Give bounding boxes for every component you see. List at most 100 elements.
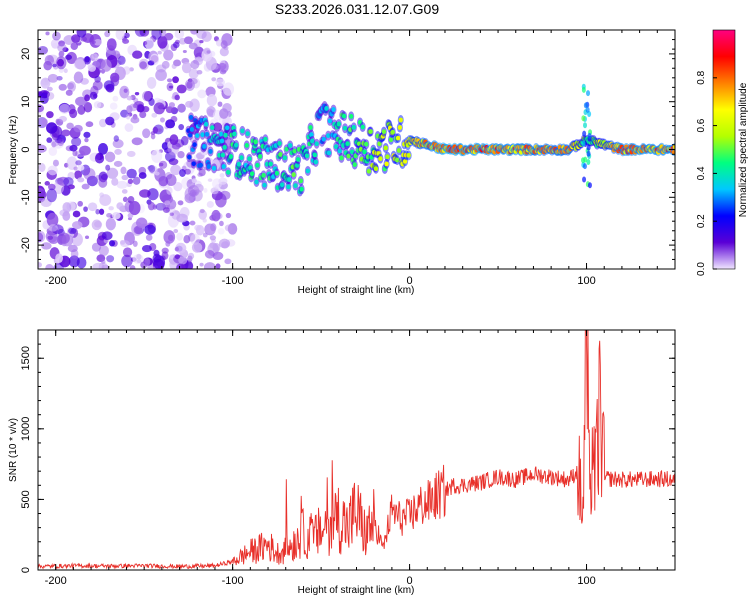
- spectrogram-noise-cell: [152, 126, 159, 134]
- spectrogram-noise-cell: [94, 220, 103, 228]
- spectrogram-ridge-cell: [287, 177, 292, 182]
- spectrogram-ridge-cell: [249, 171, 255, 177]
- spectrogram-noise-cell: [191, 178, 197, 184]
- spectrogram-ridge-cell: [324, 106, 329, 111]
- spectrogram-noise-cell: [119, 85, 130, 99]
- spectrogram-noise-cell: [69, 144, 78, 152]
- spectrogram-noise-cell: [169, 254, 174, 259]
- spectrogram-noise-cell: [178, 37, 187, 45]
- spectrogram-noise-cell: [218, 62, 227, 70]
- spectrogram-noise-cell: [122, 196, 128, 203]
- spectrogram-spike-cell: [587, 182, 592, 189]
- spectrogram-noise-cell: [46, 137, 53, 143]
- spectrogram-noise-cell: [76, 30, 87, 38]
- spectrogram-noise-cell: [40, 77, 51, 89]
- spectrogram-noise-cell: [151, 30, 162, 40]
- spectrogram-noise-cell: [98, 245, 109, 256]
- spectrogram-noise-cell: [93, 101, 102, 109]
- spectrogram-ridge-cell: [346, 153, 351, 159]
- spectrogram-noise-cell: [183, 36, 194, 45]
- spectrogram-noise-cell: [224, 258, 232, 265]
- colorbar-ticks: 0.0 0.2 0.4 0.6 0.8: [696, 70, 717, 276]
- spectrogram-noise-cell: [77, 177, 85, 183]
- spectrogram-noise-cell: [172, 76, 179, 84]
- spectrogram-noise-cell: [203, 262, 216, 269]
- spectrogram-noise-cell: [151, 112, 158, 118]
- spectrogram-ridge-cell: [325, 133, 331, 139]
- spectrogram-noise-cell: [101, 231, 113, 241]
- x-tick-label: 0: [407, 275, 413, 287]
- spectrogram-noise-cell: [169, 212, 175, 216]
- spectrogram-noise-cell: [212, 122, 223, 132]
- spectrogram-ridge-cell: [314, 141, 319, 147]
- spectrogram-noise-cell: [128, 200, 141, 216]
- spectrogram-noise-cell: [58, 50, 65, 57]
- spectrogram-noise-cell: [83, 167, 96, 181]
- spectrogram-noise-cell: [73, 124, 83, 133]
- spectrogram-noise-cell: [133, 225, 143, 235]
- spectrogram-noise-cell: [56, 56, 67, 70]
- spectrogram-ridge-cell: [295, 157, 301, 162]
- spectrogram-noise-cell: [46, 92, 55, 100]
- spectrogram-noise-cell: [83, 56, 91, 65]
- spectrogram-noise-cell: [57, 43, 67, 53]
- spectrogram-noise-cell: [174, 39, 180, 45]
- spectrogram-noise-cell: [71, 137, 82, 147]
- spectrogram-noise-cell: [83, 131, 91, 139]
- spectrogram-noise-cell: [158, 175, 169, 187]
- spectrogram-ridge-cell: [671, 149, 675, 155]
- spectrogram-noise-cell: [177, 151, 185, 159]
- spectrogram-noise-cell: [120, 166, 127, 175]
- spectrogram-ridge-cell: [360, 124, 365, 130]
- spectrogram-noise-cell: [69, 108, 78, 119]
- spectrogram-noise-cell: [184, 187, 196, 201]
- spectrogram-noise-cell: [132, 240, 138, 247]
- spectrogram-spike-cell: [586, 159, 591, 166]
- spectrogram-noise-cell: [121, 189, 128, 194]
- spectrogram-noise-cell: [178, 123, 185, 131]
- y-tick-label: 500: [20, 490, 32, 508]
- spectrogram-ridge-cell: [244, 142, 249, 148]
- spectrogram-ridge-cell: [236, 161, 242, 167]
- spectrogram-noise-cell: [116, 180, 128, 189]
- spectrogram-ridge-cell: [381, 129, 387, 135]
- spectrogram-noise-cell: [176, 232, 183, 241]
- spectrogram-noise-cell: [126, 150, 136, 157]
- spectrogram-ridge-cell: [336, 121, 342, 127]
- spectrogram-spike-cell: [581, 140, 586, 147]
- spectrogram-spike-cell: [582, 130, 587, 137]
- spectrogram-noise-cell: [111, 177, 119, 186]
- spectrogram-noise-cell: [188, 78, 198, 85]
- spectrogram-noise-cell: [139, 189, 151, 198]
- spectrogram-ridge-cell: [341, 113, 347, 119]
- spectrogram-noise-cell: [170, 164, 182, 176]
- spectrogram-noise-cell: [127, 178, 134, 184]
- spectrogram-noise-cell: [52, 31, 61, 41]
- spectrogram-noise-cell: [134, 91, 140, 96]
- spectrogram-ridge-cell: [200, 132, 205, 138]
- spectrogram-ridge-cell: [390, 129, 395, 135]
- spectrogram-noise-cell: [217, 101, 223, 107]
- spectrogram-noise-cell: [182, 50, 187, 54]
- spectrogram-noise-cell: [138, 172, 147, 179]
- spectrogram-spike-cell: [581, 86, 586, 93]
- spectrogram-ridge-cell: [218, 131, 224, 137]
- spectrogram-noise-cell: [188, 78, 193, 83]
- spectrogram-noise-cell: [215, 78, 226, 87]
- spectrogram-noise-cell: [161, 142, 169, 151]
- spectrogram-noise-cell: [167, 213, 179, 228]
- spectrogram-noise-cell: [63, 177, 74, 187]
- y-tick-label: -20: [20, 237, 32, 253]
- spectrogram-noise-cell: [206, 94, 218, 107]
- spectrogram-ridge-cell: [305, 168, 311, 174]
- spectrogram-noise-cell: [183, 235, 191, 244]
- spectrogram-ridge-cell: [388, 137, 394, 143]
- spectrogram-noise-cell: [166, 78, 173, 83]
- x-tick-label: -100: [222, 275, 244, 287]
- spectrogram-noise-cell: [171, 63, 177, 69]
- spectrogram-spike-cell: [586, 144, 591, 151]
- spectrogram-noise-cell: [218, 177, 228, 185]
- spectrogram-ridge-cell: [292, 148, 297, 154]
- spectrogram-noise-cell: [161, 60, 170, 69]
- spectrogram-noise-cell: [61, 129, 71, 137]
